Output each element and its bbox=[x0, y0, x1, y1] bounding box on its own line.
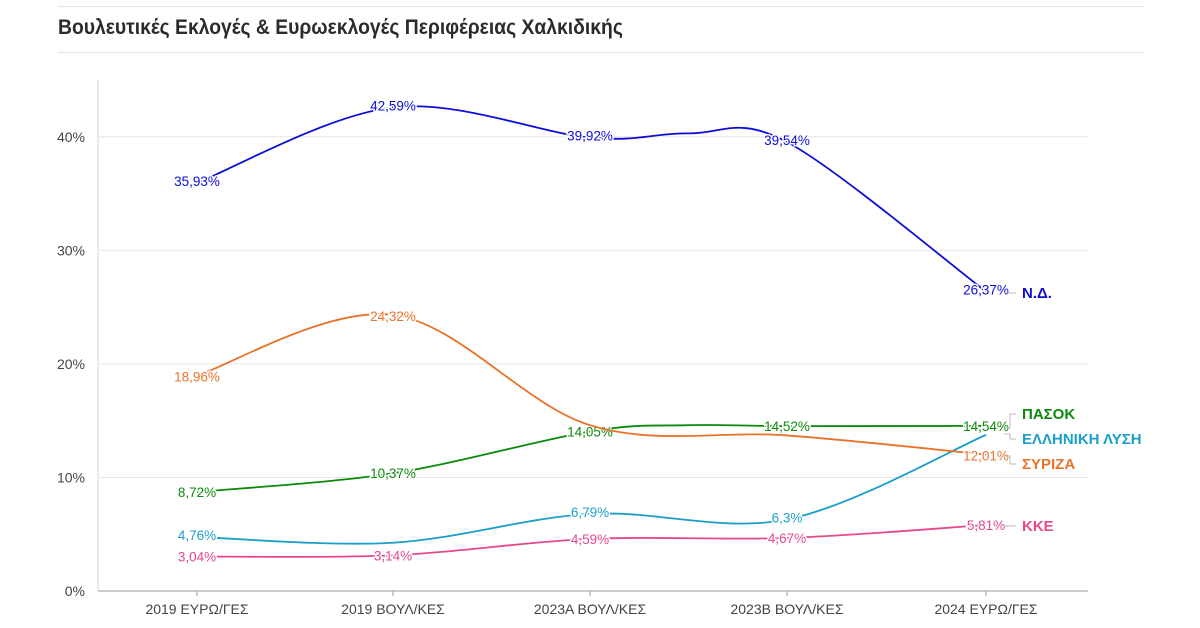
series-2-connector bbox=[1004, 433, 1016, 440]
y-tick-label: 0% bbox=[65, 583, 85, 599]
series-4-line bbox=[196, 524, 987, 558]
series-2-name-label: ΕΛΛΗΝΙΚΗ ΛΥΣΗ bbox=[1022, 431, 1142, 448]
x-tick-label: 2019 ΕΥΡΩ/ΓΕΣ bbox=[145, 601, 248, 617]
series-2-data-label: 6,79% bbox=[571, 505, 609, 520]
series-4-data-label: 4,59% bbox=[571, 532, 609, 547]
series-0-data-label: 39,92% bbox=[567, 129, 613, 144]
series-3-data-label: 18,96% bbox=[174, 370, 220, 385]
series-1-data-label: 10,37% bbox=[370, 466, 416, 481]
series-3-name-label: ΣΥΡΙΖΑ bbox=[1022, 456, 1075, 473]
series-3-data-label: 12,01% bbox=[963, 449, 1009, 464]
series-1-data-label: 14,05% bbox=[567, 424, 613, 439]
series-3-connector bbox=[1004, 455, 1016, 465]
series-2-data-label: 4,76% bbox=[178, 528, 216, 543]
series-3-line bbox=[196, 313, 987, 456]
series-2-line bbox=[196, 434, 987, 545]
x-tick-label: 2023Β ΒΟΥΛ/ΚΕΣ bbox=[730, 601, 843, 617]
y-tick-label: 40% bbox=[57, 129, 85, 145]
series-4-data-label: 5,81% bbox=[967, 518, 1005, 533]
series-4-data-label: 3,14% bbox=[374, 548, 412, 563]
x-tick-label: 2023Α ΒΟΥΛ/ΚΕΣ bbox=[534, 601, 647, 617]
series-1-name-label: ΠΑΣΟΚ bbox=[1022, 406, 1075, 423]
series-1-data-label: 14,52% bbox=[764, 419, 810, 434]
series-1-line bbox=[196, 424, 987, 493]
series-3-data-label: 24,32% bbox=[370, 309, 416, 324]
title-rule bbox=[58, 52, 1144, 53]
x-tick-label: 2019 ΒΟΥΛ/ΚΕΣ bbox=[341, 601, 445, 617]
series-4-data-label: 3,04% bbox=[178, 549, 216, 564]
series-1-connector bbox=[1004, 413, 1016, 429]
series-0-data-label: 35,93% bbox=[174, 174, 220, 189]
series-4-data-label: 4,67% bbox=[768, 531, 806, 546]
y-tick-label: 10% bbox=[57, 469, 85, 485]
series-0-data-label: 26,37% bbox=[963, 283, 1009, 298]
series-1-data-label: 8,72% bbox=[178, 485, 216, 500]
series-2-data-label: 6,3% bbox=[772, 510, 803, 525]
top-rule bbox=[58, 6, 1144, 7]
series-4-name-label: ΚΚΕ bbox=[1022, 518, 1054, 535]
x-tick-label: 2024 ΕΥΡΩ/ΓΕΣ bbox=[934, 601, 1037, 617]
series-0-data-label: 39,54% bbox=[764, 133, 810, 148]
series-0-name-label: Ν.Δ. bbox=[1022, 285, 1052, 302]
y-tick-label: 30% bbox=[57, 242, 85, 258]
y-tick-label: 20% bbox=[57, 356, 85, 372]
chart-title: Βουλευτικές Εκλογές & Ευρωεκλογές Περιφέ… bbox=[58, 16, 623, 39]
series-0-data-label: 42,59% bbox=[370, 98, 416, 113]
series-0-line bbox=[196, 105, 987, 293]
series-1-data-label: 14,54% bbox=[963, 419, 1009, 434]
